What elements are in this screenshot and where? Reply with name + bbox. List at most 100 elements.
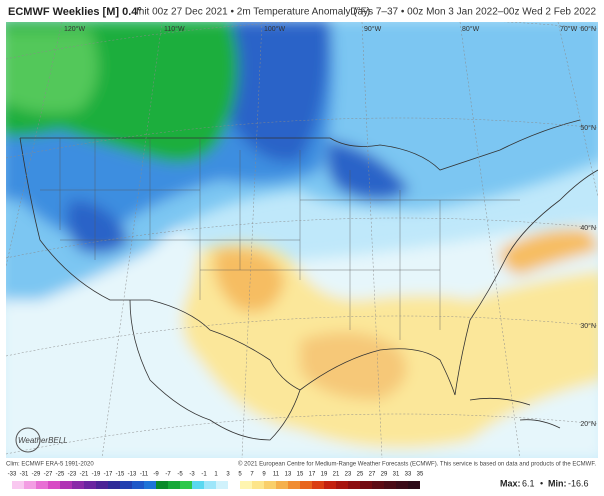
colorbar-swatch (360, 481, 372, 489)
colorbar-label: -11 (140, 472, 149, 478)
clim-note: Clim: ECMWF ERA-5 1991-2020 (6, 462, 94, 468)
colorbar-label: 29 (381, 472, 388, 478)
colorbar-label: -19 (92, 472, 101, 478)
colorbar-swatch (396, 481, 408, 489)
colorbar-swatch (96, 481, 108, 489)
colorbar-label: 3 (226, 472, 230, 478)
min-label: Min: (548, 478, 567, 488)
subtitle: Init 00z 27 Dec 2021 • 2m Temperature An… (136, 7, 370, 18)
cold-anomaly-deep (326, 140, 410, 200)
colorbar-swatch (168, 481, 180, 489)
lon-label: 100°W (264, 25, 285, 33)
colorbar-swatch (12, 481, 24, 489)
colorbar-label: 23 (345, 472, 352, 478)
parallel (6, 315, 598, 357)
colorbar-label: 25 (357, 472, 364, 478)
colorbar-swatch (36, 481, 48, 489)
colorbar-label: -23 (68, 472, 77, 478)
credit: © 2021 European Centre for Medium-Range … (238, 461, 596, 468)
cold-anomaly-green (6, 30, 98, 114)
lat-label: 30°N (580, 322, 596, 330)
colorbar-swatch (216, 481, 228, 489)
coastline-east (299, 169, 598, 396)
colorbar-label: -9 (153, 472, 159, 478)
colorbar-label: 17 (309, 472, 316, 478)
colorbar-label: 31 (393, 472, 400, 478)
islands (469, 397, 561, 429)
meridian (6, 22, 63, 268)
colorbar-label: 21 (333, 472, 340, 478)
lon-label: 80°W (462, 25, 480, 33)
title: ECMWF Weeklies [M] 0.4° (8, 6, 142, 18)
colorbar-swatch (372, 481, 384, 489)
colorbar-label: -27 (44, 472, 53, 478)
max-value: 6.1 (522, 478, 535, 488)
warm-anomaly-strong (300, 332, 407, 400)
colorbar-swatch (156, 481, 168, 489)
warm-anomaly-strong (214, 248, 285, 312)
period: Days 7–37 • 00z Mon 3 Jan 2022–00z Wed 2… (350, 7, 596, 18)
colorbar-label: -15 (116, 472, 125, 478)
state-lines (40, 138, 520, 340)
colorbar-swatch (60, 481, 72, 489)
colorbar-label: -17 (104, 472, 113, 478)
parallel (6, 117, 598, 159)
colorbar-swatch (144, 481, 156, 489)
colorbar-swatch (132, 481, 144, 489)
map: 120°W 110°W 100°W 90°W 80°W 70°W 60°N 50°N 40°N 3… (6, 22, 598, 458)
colorbar-swatch (336, 481, 348, 489)
colorbar-swatch (180, 481, 192, 489)
colorbar-label: 9 (262, 472, 266, 478)
parallel (6, 217, 598, 259)
colorbar-swatch (300, 481, 312, 489)
min-value: -16.6 (568, 478, 589, 488)
colorbar-label: -7 (165, 472, 171, 478)
colorbar-label: -25 (56, 472, 65, 478)
colorbar-label: -31 (20, 472, 29, 478)
colorbar-label: 7 (250, 472, 254, 478)
lon-label: 120°W (64, 25, 85, 33)
meridian (241, 22, 263, 458)
colorbar-label: -21 (80, 472, 89, 478)
colorbar-swatch (240, 481, 252, 489)
meridian (101, 22, 163, 458)
colorbar-label: 19 (321, 472, 328, 478)
colorbar-swatch (204, 481, 216, 489)
lon-label: 110°W (164, 25, 185, 33)
separator: • (540, 478, 543, 488)
colorbar-label: -13 (128, 472, 137, 478)
warm-anomaly-strong (500, 229, 598, 275)
colorbar-swatch (348, 481, 360, 489)
border-us-canada (20, 119, 581, 171)
colorbar-swatch (288, 481, 300, 489)
lon-label: 70°W (560, 25, 578, 33)
meridian (557, 22, 598, 198)
colorbar-label: 35 (417, 472, 424, 478)
colorbar-label: 5 (238, 472, 242, 478)
lat-label: 60°N (580, 25, 596, 33)
colorbar-label: 27 (369, 472, 376, 478)
graticule (6, 22, 598, 458)
colorbar-label: -1 (201, 472, 207, 478)
colorbar-swatch (72, 481, 84, 489)
colorbar-label: -3 (189, 472, 195, 478)
colorbar-swatch (24, 481, 36, 489)
colorbar-swatch (108, 481, 120, 489)
colorbar-label: -29 (32, 472, 41, 478)
logo-text: WeatherBELL (18, 436, 68, 445)
coastline-mexico (129, 299, 301, 441)
colorbar-label: 13 (285, 472, 292, 478)
parallel (6, 413, 598, 455)
colorbar-swatch (228, 481, 240, 489)
colorbar-label: 11 (273, 472, 280, 478)
borders (19, 119, 598, 441)
max-label: Max: (500, 478, 521, 488)
colorbar-swatch (312, 481, 324, 489)
colorbar-label: 1 (214, 472, 218, 478)
border-us-mexico (19, 137, 301, 391)
colorbar-label: -5 (177, 472, 183, 478)
colorbar-swatch (384, 481, 396, 489)
colorbar-label: 33 (405, 472, 412, 478)
lat-label: 40°N (580, 224, 596, 232)
